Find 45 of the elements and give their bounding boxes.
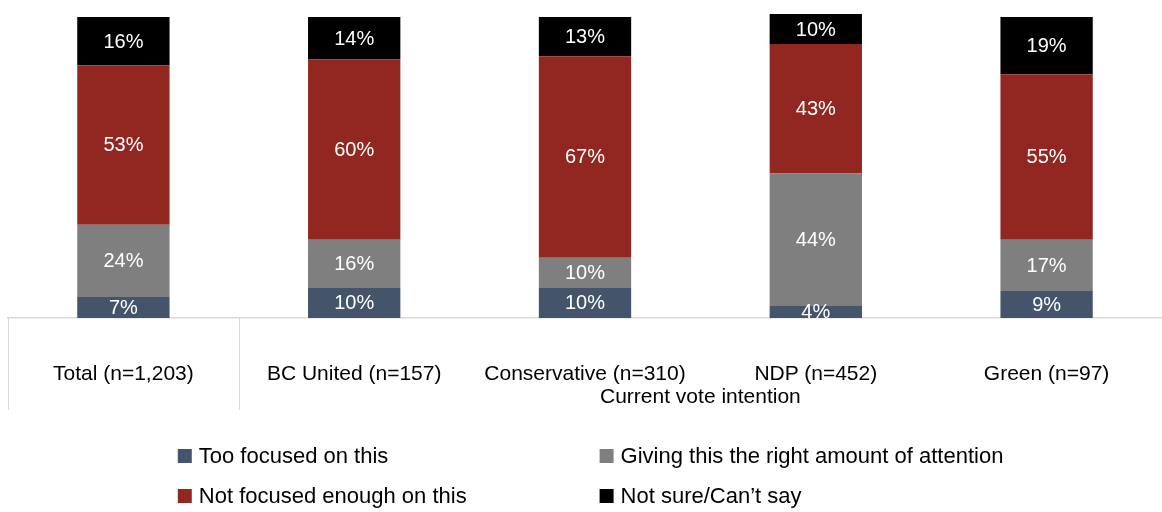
bar [77, 65, 170, 225]
bar [308, 59, 401, 240]
data-label: 10% [334, 291, 375, 314]
data-label: 7% [108, 295, 139, 318]
data-label: 14% [334, 26, 375, 49]
data-label: 10% [795, 17, 837, 40]
bar [77, 224, 170, 297]
data-label: 60% [334, 137, 375, 160]
bar [1000, 290, 1093, 318]
data-label: 10% [564, 261, 606, 284]
data-label: 19% [1026, 34, 1067, 57]
data-label: 44% [795, 228, 837, 251]
data-label: 43% [795, 97, 837, 120]
data-label: 53% [103, 133, 144, 156]
bar [308, 239, 401, 288]
x-tick-label: NDP (n=452) [754, 360, 878, 384]
bar [769, 44, 862, 174]
bar [308, 17, 401, 60]
bar [77, 296, 170, 318]
data-label: 55% [1026, 145, 1067, 168]
x-tick-label: Conservative (n=310) [484, 360, 686, 384]
bar [77, 17, 170, 66]
bar [538, 17, 632, 57]
data-label: 16% [103, 29, 144, 52]
bar [1000, 74, 1093, 240]
legend-label: Giving this the right amount of attention [620, 443, 1004, 469]
data-label: 9% [1032, 292, 1062, 315]
legend-label: Too focused on this [198, 443, 389, 469]
legend-label: Not sure/Can’t say [620, 483, 802, 509]
data-label: 24% [103, 249, 144, 272]
data-label: 13% [564, 25, 606, 48]
x-tick-label: Total (n=1,203) [53, 360, 194, 384]
legend-label: Not focused enough on this [198, 483, 467, 509]
x-tick-label: Green (n=97) [983, 360, 1110, 384]
bar [538, 56, 632, 258]
bar [1000, 17, 1093, 75]
x-axis-title: Current vote intention [600, 383, 801, 407]
data-label: 4% [801, 300, 831, 323]
bar [1000, 239, 1093, 291]
x-tick-label: BC United (n=157) [266, 360, 442, 384]
data-label: 16% [334, 252, 375, 275]
data-label: 17% [1026, 253, 1067, 276]
data-label: 67% [564, 145, 606, 168]
bar [769, 173, 862, 306]
data-label: 10% [564, 291, 606, 314]
